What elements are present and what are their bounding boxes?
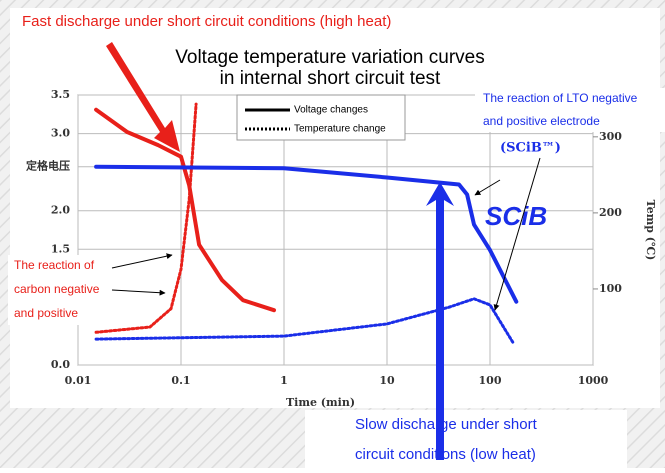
arrow bbox=[426, 182, 454, 460]
y2-tick-label: 200 bbox=[599, 206, 622, 219]
y2-tick-label: 100 bbox=[599, 282, 622, 295]
y-tick-label: 0.0 bbox=[51, 358, 70, 371]
chart-title: Voltage temperature variation curves bbox=[175, 47, 484, 68]
annotation: Slow discharge under short bbox=[355, 416, 538, 433]
y-tick-label: 3.0 bbox=[51, 127, 70, 140]
annotation: The reaction of LTO negative bbox=[483, 91, 638, 105]
y-tick-label: 3.5 bbox=[51, 88, 70, 101]
pointer bbox=[111, 289, 166, 296]
x-tick-label: 100 bbox=[479, 374, 502, 387]
x-axis-label: Time (min) bbox=[286, 396, 355, 409]
chart-title: in internal short circuit test bbox=[220, 68, 441, 89]
x-tick-label: 0.01 bbox=[65, 374, 92, 387]
y2-axis-label: Temp (℃) bbox=[644, 200, 657, 261]
x-tick-label: 1000 bbox=[578, 374, 609, 387]
annotation-bg bbox=[8, 255, 113, 325]
annotation: carbon negative bbox=[14, 282, 100, 296]
title-bg bbox=[140, 48, 500, 88]
legend-box bbox=[236, 94, 406, 141]
logo: SCiB bbox=[485, 201, 547, 231]
annotation-bg bbox=[475, 88, 665, 132]
y-tick-label: 定格电压 bbox=[26, 159, 70, 173]
annotation: (SCiB™) bbox=[500, 141, 561, 156]
annotation: circuit conditions (low heat) bbox=[355, 446, 536, 463]
annotation: and positive electrode bbox=[483, 114, 600, 128]
annotation-bg bbox=[305, 410, 627, 468]
pointer bbox=[111, 253, 173, 269]
pointer bbox=[474, 179, 501, 196]
annotation: The reaction of bbox=[14, 258, 95, 272]
series-line bbox=[94, 297, 516, 346]
pointer bbox=[493, 157, 541, 311]
x-tick-label: 10 bbox=[379, 374, 395, 387]
y2-tick-label: 300 bbox=[599, 130, 622, 143]
series-line bbox=[94, 102, 198, 334]
arrow bbox=[106, 42, 180, 152]
y-tick-label: 2.0 bbox=[51, 204, 70, 217]
x-tick-label: 1 bbox=[280, 374, 288, 387]
legend-label: Voltage changes bbox=[294, 105, 368, 116]
annotation: Fast discharge under short circuit condi… bbox=[22, 13, 391, 30]
x-tick-label: 0.1 bbox=[171, 374, 190, 387]
y-tick-label: 1.5 bbox=[51, 242, 70, 255]
legend-label: Temperature change bbox=[294, 124, 386, 135]
series-line bbox=[94, 164, 519, 304]
annotation: and positive bbox=[14, 306, 78, 320]
